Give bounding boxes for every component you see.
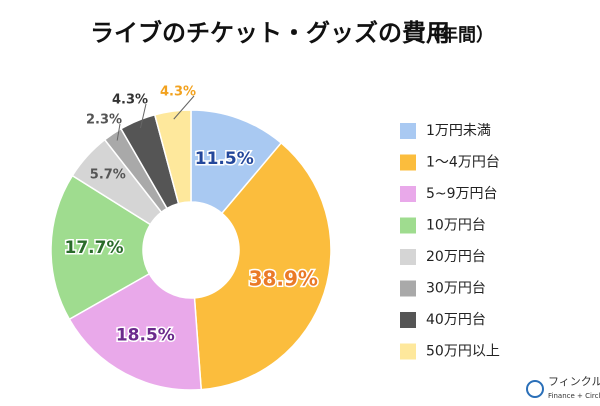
legend-label: 1～4万円台 — [426, 155, 500, 171]
data-label: 4.3% — [112, 93, 148, 108]
legend-label: 10万円台 — [426, 218, 486, 234]
slice — [50, 174, 152, 321]
chart-title: ライブのチケット・グッズの費用 — [90, 19, 450, 47]
data-label: 2.3% — [86, 113, 122, 128]
legend-swatch — [400, 186, 416, 202]
legend-swatch — [400, 154, 416, 171]
data-label: 5.7% — [90, 168, 126, 183]
legend-swatch — [400, 312, 416, 328]
logo-icon — [526, 380, 544, 398]
data-label: 18.5% — [116, 326, 175, 346]
logo-tagline: Finance + Circle — [548, 392, 600, 400]
legend-swatch — [400, 217, 416, 234]
logo-name: フィンクル — [548, 375, 600, 388]
legend-label: 1万円未満 — [426, 123, 491, 139]
data-label: 11.5% — [195, 149, 254, 169]
legend-swatch — [400, 343, 416, 360]
legend-label: 30万円台 — [426, 281, 486, 297]
logo: フィンクル Finance + Circle — [526, 375, 600, 400]
leader-line — [139, 103, 147, 129]
leader-line — [173, 95, 195, 120]
legend-swatch — [400, 123, 416, 139]
leader-line — [116, 123, 121, 141]
chart-subtitle: （年間） — [422, 24, 494, 46]
legend-label: 50万円以上 — [426, 344, 500, 360]
data-label: 17.7% — [65, 238, 124, 258]
data-label: 4.3% — [160, 85, 196, 100]
legend-label: 5~9万円台 — [426, 186, 498, 202]
legend-swatch — [400, 280, 416, 297]
slice — [68, 272, 203, 391]
data-label: 38.9% — [249, 266, 318, 290]
slice — [153, 109, 192, 205]
legend-label: 20万円台 — [426, 249, 486, 265]
legend-label: 40万円台 — [426, 312, 486, 328]
slice — [193, 141, 332, 391]
legend-swatch — [400, 249, 416, 265]
